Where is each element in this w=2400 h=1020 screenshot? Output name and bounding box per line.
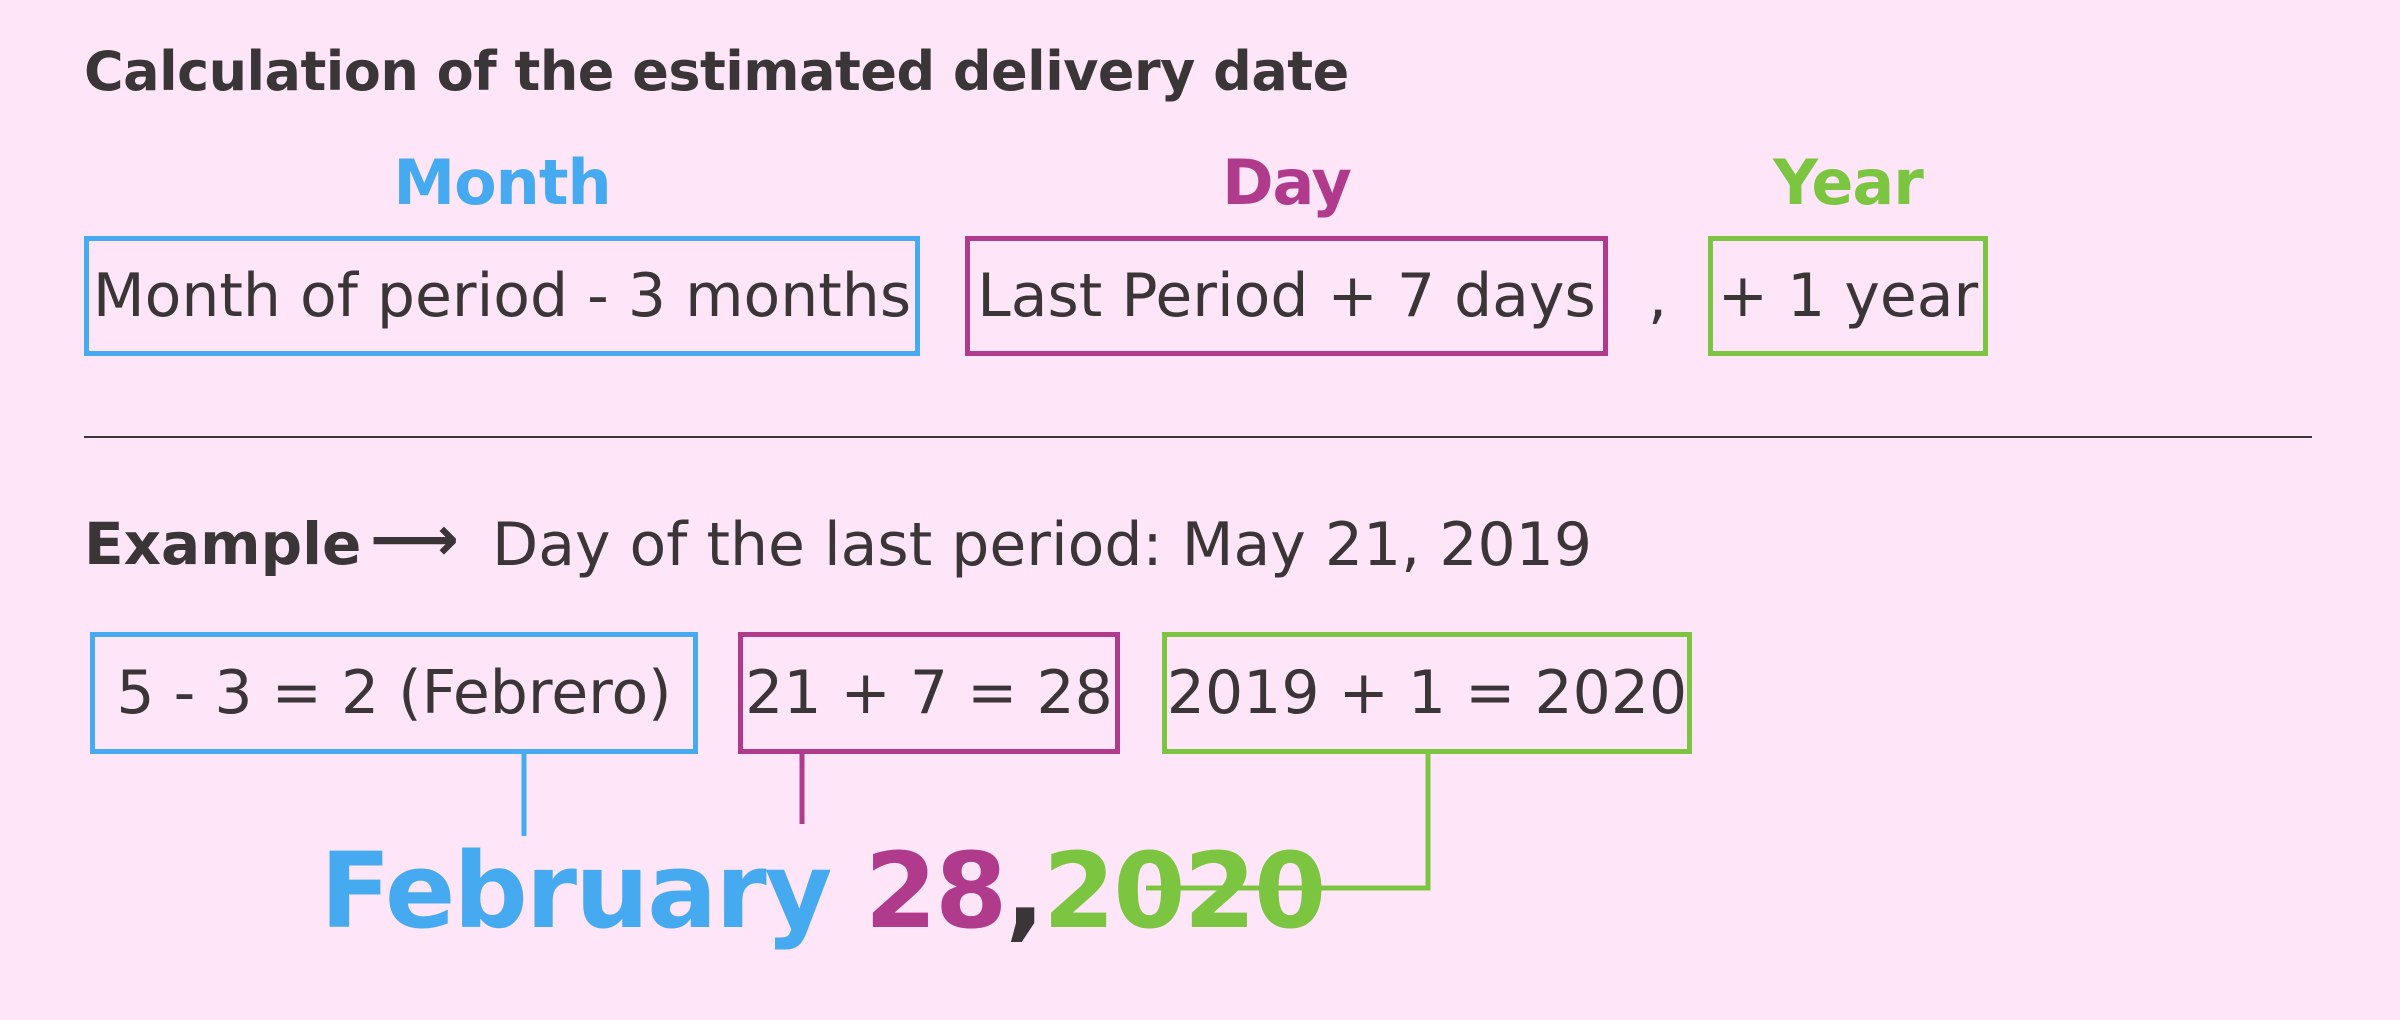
year-connector [1146,752,1431,891]
year-formula-text: + 1 year [1717,261,1979,331]
year-calc-text: 2019 + 1 = 2020 [1166,658,1688,728]
day-formula-box: Last Period + 7 days [965,236,1608,356]
month-calc-text: 5 - 3 = 2 (Febrero) [116,658,672,728]
month-formula-text: Month of period - 3 months [92,261,912,331]
page-title: Calculation of the estimated delivery da… [84,40,1349,103]
example-label: Example [84,510,362,578]
month-calc-box: 5 - 3 = 2 (Febrero) [90,632,698,754]
result-day: 28 [864,830,1008,952]
result-date: February 28,2020 [320,834,1326,948]
year-calc-box: 2019 + 1 = 2020 [1162,632,1692,754]
month-formula-box: Month of period - 3 months [84,236,920,356]
year-label: Year [1773,146,1924,219]
result-comma: , [1005,830,1044,952]
day-calc-box: 21 + 7 = 28 [738,632,1120,754]
year-formula-box: + 1 year [1708,236,1988,356]
formula-comma: , [1648,262,1668,332]
month-label: Month [393,146,611,219]
example-description: Day of the last period: May 21, 2019 [492,510,1593,580]
section-divider [84,436,2312,438]
day-label: Day [1222,146,1352,219]
result-year: 2020 [1042,830,1326,952]
result-month: February [320,830,832,952]
day-calc-text: 21 + 7 = 28 [745,658,1113,728]
arrow-right-icon: ⟶ [370,502,459,575]
day-formula-text: Last Period + 7 days [977,261,1596,331]
